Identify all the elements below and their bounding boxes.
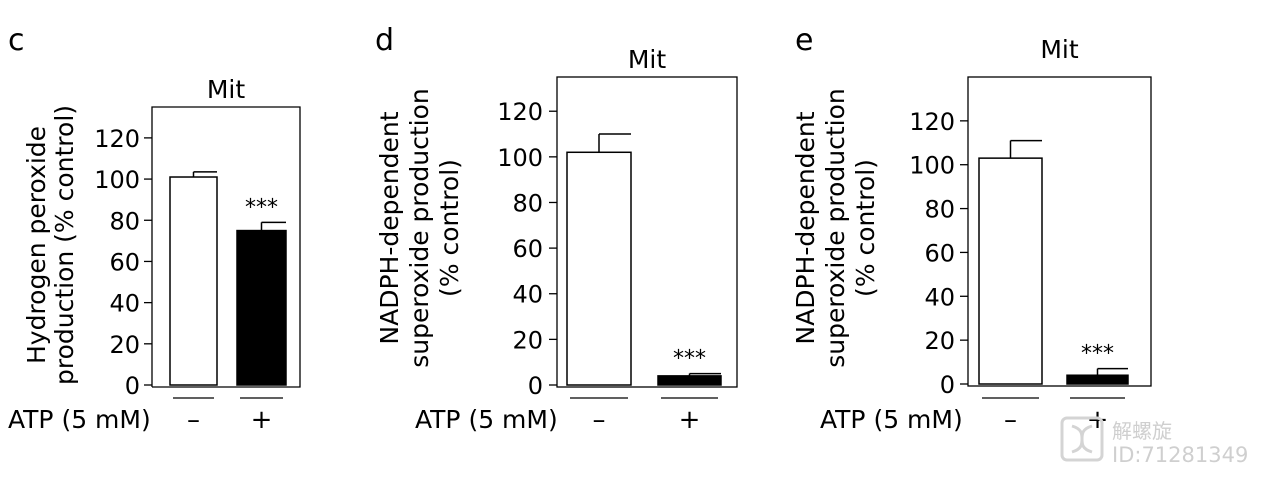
bar-atp — [657, 375, 722, 386]
x-axis-label: ATP (5 mM) — [415, 405, 558, 434]
helix-logo-frame — [1060, 416, 1104, 462]
chart-panel-d: d Mit 0 20 40 60 80 100 120 NADPH-dependent supero… — [375, 23, 738, 435]
y-axis-label: production (% control) — [50, 105, 79, 385]
y-tick-label: 100 — [909, 152, 955, 180]
bar-control — [566, 151, 632, 386]
category-label: + — [679, 405, 701, 435]
category-label: – — [187, 405, 200, 435]
y-axis-label: NADPH-dependent — [375, 111, 404, 344]
y-tick-label: 40 — [512, 281, 543, 309]
y-tick-label: 80 — [924, 196, 955, 224]
y-tick-label: 120 — [94, 125, 140, 153]
y-tick-label: 60 — [512, 235, 543, 263]
y-axis-label: NADPH-dependent — [791, 111, 820, 344]
bar-atp — [1066, 374, 1129, 385]
category-label: + — [1087, 405, 1109, 435]
significance-label: *** — [245, 195, 278, 220]
chart-title: Mit — [628, 45, 667, 74]
category-label: – — [1004, 405, 1017, 435]
watermark-name: 解螺旋 — [1112, 419, 1172, 443]
x-axis-label: ATP (5 mM) — [820, 405, 963, 434]
y-tick-label: 40 — [109, 290, 140, 318]
chart-panel-e: e Mit 0 20 40 60 80 100 120 NADPH-dependent supero… — [791, 23, 1152, 435]
bar-atp — [236, 229, 287, 386]
y-tick-label: 20 — [109, 331, 140, 359]
bar-control — [169, 176, 218, 386]
helix-logo-strands — [1071, 424, 1093, 454]
helix-logo-icon — [1060, 416, 1104, 462]
y-tick-label: 120 — [909, 108, 955, 136]
y-axis-label: (% control) — [435, 159, 464, 297]
panel-letter: d — [375, 23, 394, 58]
plot-frame — [967, 76, 1152, 387]
plot-frame — [556, 76, 738, 388]
chart-title: Mit — [207, 75, 246, 104]
y-tick-label: 120 — [497, 98, 543, 126]
chart-title: Mit — [1040, 35, 1079, 64]
chart-panel-c: c Mit 0 20 40 60 80 100 120 Hydrogen peroxide prod… — [8, 23, 301, 435]
y-tick-label: 80 — [512, 189, 543, 217]
significance-label: *** — [1081, 342, 1114, 367]
y-tick-label: 20 — [512, 326, 543, 354]
y-tick-label: 0 — [940, 371, 955, 399]
y-tick-label: 0 — [528, 372, 543, 400]
y-axis-label: Hydrogen peroxide — [22, 126, 51, 364]
y-tick-label: 0 — [125, 372, 140, 400]
y-tick-label: 80 — [109, 207, 140, 235]
panel-letter: e — [795, 23, 813, 58]
y-axis-label: (% control) — [851, 159, 880, 297]
y-tick-label: 60 — [109, 248, 140, 276]
category-label: + — [251, 405, 273, 435]
y-axis-label: superoxide production — [821, 88, 850, 368]
y-tick-label: 60 — [924, 239, 955, 267]
plot-frame — [151, 106, 301, 388]
y-tick-label: 40 — [924, 283, 955, 311]
significance-label: *** — [673, 347, 706, 372]
watermark-id: ID:71281349 — [1112, 443, 1248, 467]
bar-control — [978, 157, 1043, 385]
panel-letter: c — [8, 23, 25, 58]
y-axis-label: superoxide production — [405, 88, 434, 368]
category-label: – — [593, 405, 606, 435]
y-tick-label: 100 — [497, 144, 543, 172]
x-axis-label: ATP (5 mM) — [8, 405, 151, 434]
y-tick-label: 20 — [924, 327, 955, 355]
y-tick-label: 100 — [94, 166, 140, 194]
